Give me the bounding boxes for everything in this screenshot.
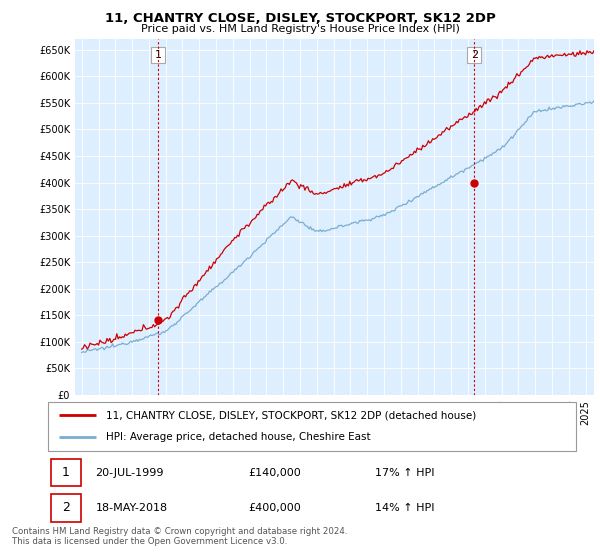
Text: 20-JUL-1999: 20-JUL-1999 bbox=[95, 468, 164, 478]
FancyBboxPatch shape bbox=[50, 494, 81, 521]
Text: 11, CHANTRY CLOSE, DISLEY, STOCKPORT, SK12 2DP (detached house): 11, CHANTRY CLOSE, DISLEY, STOCKPORT, SK… bbox=[106, 410, 476, 421]
Text: HPI: Average price, detached house, Cheshire East: HPI: Average price, detached house, Ches… bbox=[106, 432, 371, 442]
Text: 14% ↑ HPI: 14% ↑ HPI bbox=[376, 503, 435, 513]
Text: 17% ↑ HPI: 17% ↑ HPI bbox=[376, 468, 435, 478]
FancyBboxPatch shape bbox=[50, 459, 81, 486]
Text: 2: 2 bbox=[62, 501, 70, 515]
Text: £400,000: £400,000 bbox=[248, 503, 301, 513]
Text: 11, CHANTRY CLOSE, DISLEY, STOCKPORT, SK12 2DP: 11, CHANTRY CLOSE, DISLEY, STOCKPORT, SK… bbox=[104, 12, 496, 25]
Text: 1: 1 bbox=[155, 50, 161, 60]
Text: 1: 1 bbox=[62, 466, 70, 479]
Text: 18-MAY-2018: 18-MAY-2018 bbox=[95, 503, 167, 513]
Text: 2: 2 bbox=[470, 50, 478, 60]
Text: Contains HM Land Registry data © Crown copyright and database right 2024.
This d: Contains HM Land Registry data © Crown c… bbox=[12, 527, 347, 547]
Text: Price paid vs. HM Land Registry's House Price Index (HPI): Price paid vs. HM Land Registry's House … bbox=[140, 24, 460, 34]
Text: £140,000: £140,000 bbox=[248, 468, 301, 478]
FancyBboxPatch shape bbox=[48, 402, 576, 451]
